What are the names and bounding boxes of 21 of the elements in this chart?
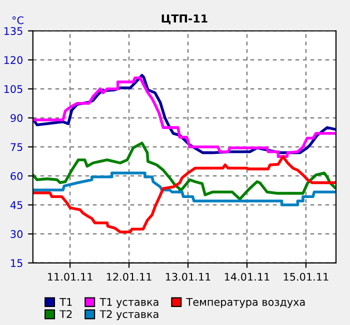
y-axis-title: °C [12, 16, 24, 24]
legend-label: T1 [60, 298, 72, 306]
legend-label: T1 уставка [100, 298, 158, 308]
x-tick-label: 13.01.11 [166, 272, 210, 281]
chart-title: ЦТП-11 [162, 14, 208, 24]
x-tick-label: 14.01.11 [224, 272, 270, 281]
y-tick-label: 135 [4, 27, 22, 35]
x-tick-label: 15.01.11 [284, 272, 328, 281]
legend-label: T2 уставка [100, 310, 158, 320]
y-tick-label: 105 [4, 85, 22, 93]
y-tick-label: 120 [4, 56, 22, 64]
y-tick-label: 60 [10, 172, 22, 180]
x-tick-label: 11.01.11 [48, 272, 92, 281]
y-tick-label: 15 [11, 259, 22, 268]
legend-label: T2 [60, 310, 72, 318]
legend-label: Температура воздуха [186, 298, 305, 308]
y-tick-label: 75 [10, 143, 22, 152]
x-tick-label: 12.01.11 [106, 272, 152, 281]
y-tick-label: 45 [10, 201, 22, 210]
y-tick-label: 90 [10, 114, 22, 122]
y-tick-label: 30 [10, 230, 22, 238]
